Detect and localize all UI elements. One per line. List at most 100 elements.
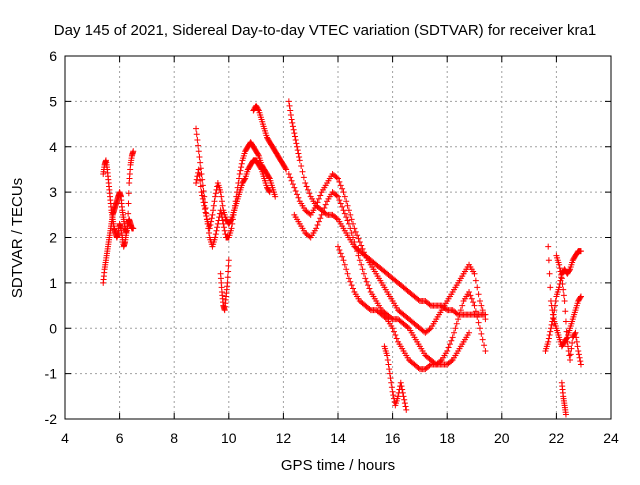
data-point <box>286 102 293 109</box>
data-point <box>201 199 208 206</box>
data-point <box>472 277 479 284</box>
data-point <box>222 231 229 238</box>
data-point <box>212 190 219 197</box>
data-point <box>398 383 405 390</box>
data-point <box>563 328 570 335</box>
data-point <box>343 266 350 273</box>
data-point <box>218 214 225 221</box>
data-point <box>130 225 137 232</box>
data-point <box>562 411 569 418</box>
data-point <box>213 227 220 234</box>
series-track-e <box>217 257 232 314</box>
data-point <box>293 140 300 147</box>
data-point <box>288 116 295 123</box>
data-point <box>225 257 232 264</box>
data-point <box>125 210 132 217</box>
data-point <box>575 347 582 354</box>
data-point <box>355 235 362 242</box>
y-tick-label: 2 <box>49 230 57 246</box>
data-point <box>197 159 204 166</box>
data-point <box>335 193 341 200</box>
data-point <box>202 205 209 212</box>
data-point <box>576 354 583 361</box>
data-point <box>474 284 481 291</box>
data-point <box>403 406 410 413</box>
data-point <box>352 243 359 250</box>
data-point <box>322 201 329 208</box>
data-point <box>225 268 232 275</box>
data-point <box>548 321 555 328</box>
series-track-m <box>545 243 584 350</box>
data-point <box>387 375 394 382</box>
data-point <box>303 183 310 190</box>
data-point <box>571 330 578 337</box>
data-point <box>402 403 409 410</box>
series-track-f <box>250 102 290 173</box>
data-point <box>341 210 348 217</box>
data-point <box>352 228 359 235</box>
data-point <box>318 211 325 218</box>
data-point <box>558 275 565 282</box>
data-point <box>197 165 204 172</box>
data-point <box>393 335 400 342</box>
data-point <box>556 261 563 268</box>
data-point <box>481 311 488 318</box>
data-point <box>337 182 344 189</box>
data-point <box>333 174 340 181</box>
x-tick-label: 24 <box>603 430 619 446</box>
data-point <box>356 239 363 246</box>
data-point <box>203 216 210 223</box>
data-point <box>566 352 573 359</box>
data-point <box>220 220 227 227</box>
data-point <box>345 275 352 282</box>
data-point <box>199 182 206 189</box>
data-point <box>266 187 273 194</box>
data-point <box>351 239 358 246</box>
data-point <box>449 334 456 341</box>
data-point <box>415 364 422 371</box>
data-point <box>457 307 464 314</box>
data-point <box>389 325 396 332</box>
data-point <box>466 288 473 295</box>
data-point <box>556 284 563 291</box>
series-track-n <box>553 252 584 368</box>
data-point <box>354 248 361 255</box>
data-point <box>224 279 231 286</box>
data-point <box>566 267 573 274</box>
data-point <box>285 170 292 177</box>
data-point <box>360 249 367 256</box>
data-point <box>561 298 568 305</box>
data-point <box>294 143 301 150</box>
data-point <box>401 400 408 407</box>
data-point <box>564 338 571 345</box>
data-point <box>201 193 208 200</box>
x-tick-label: 16 <box>385 430 401 446</box>
data-point <box>319 208 326 215</box>
data-point <box>300 174 307 181</box>
x-tick-label: 8 <box>170 430 178 446</box>
data-point <box>452 325 459 332</box>
data-point <box>231 207 238 214</box>
data-point <box>294 191 301 198</box>
data-point <box>294 147 301 154</box>
data-point <box>348 216 355 223</box>
data-point <box>199 176 206 183</box>
data-point <box>388 384 395 391</box>
data-point <box>548 302 555 309</box>
data-point <box>229 216 236 223</box>
data-point <box>221 227 228 234</box>
data-point <box>471 302 478 309</box>
data-point <box>218 193 225 200</box>
data-point <box>360 270 367 277</box>
data-point <box>388 379 395 386</box>
data-point <box>230 211 237 218</box>
x-axis-label: GPS time / hours <box>281 457 395 474</box>
plot-frame <box>64 55 612 420</box>
data-point <box>453 310 460 317</box>
data-point <box>335 243 341 250</box>
data-point <box>314 199 321 206</box>
data-point <box>345 220 352 227</box>
data-point <box>336 246 343 253</box>
data-point <box>556 265 563 272</box>
data-point <box>306 210 313 217</box>
